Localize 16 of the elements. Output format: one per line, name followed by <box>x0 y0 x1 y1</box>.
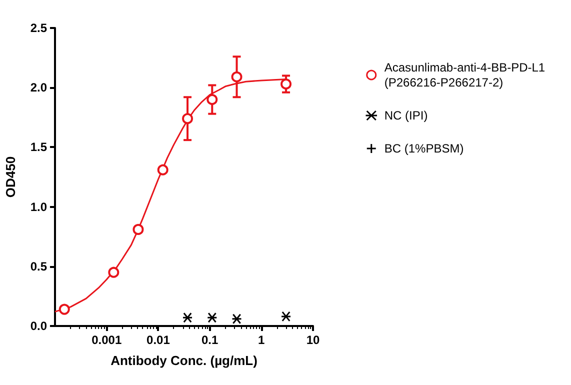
y-tick-label: 2.0 <box>30 80 48 95</box>
y-tick-label: 1.0 <box>30 200 48 214</box>
x-tick-label: 0.001 <box>92 333 122 347</box>
x-tick-label: 10 <box>306 333 320 347</box>
legend-label: NC (IPI) <box>384 108 428 122</box>
y-tick-label: 1.5 <box>30 140 48 154</box>
y-tick-label: 0.5 <box>30 259 48 274</box>
y-tick-label: 0.0 <box>30 319 48 333</box>
x-axis-title: Antibody Conc. (µg/mL) <box>110 353 258 368</box>
y-axis-title: OD450 <box>3 156 18 198</box>
x-tick-label: 1 <box>258 333 266 347</box>
legend-label: Acasunlimab-anti-4-BB-PD-L1 (P266216-P266217-2) <box>384 60 548 90</box>
x-tick-label: 0.1 <box>201 333 218 347</box>
y-tick-label: 2.5 <box>30 21 48 35</box>
legend-label: BC (1%PBSM) <box>384 142 464 156</box>
x-tick-label: 0.01 <box>146 333 170 347</box>
